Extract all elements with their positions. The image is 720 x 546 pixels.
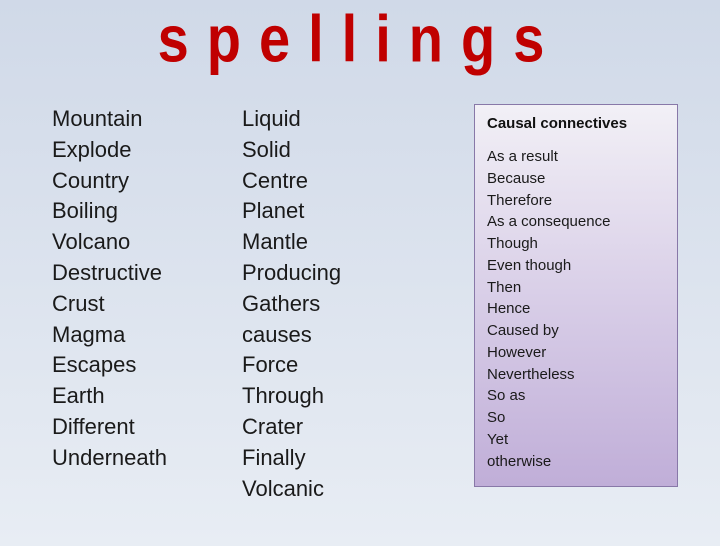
spelling-word: Finally [242, 443, 422, 474]
spelling-word: Explode [52, 135, 242, 166]
connective-item: Though [487, 233, 665, 255]
spelling-word: Crust [52, 289, 242, 320]
spelling-word: Liquid [242, 104, 422, 135]
spelling-word: Earth [52, 381, 242, 412]
spelling-word: Force [242, 350, 422, 381]
spelling-word: Crater [242, 412, 422, 443]
spelling-word: Volcano [52, 227, 242, 258]
spelling-word: Boiling [52, 196, 242, 227]
connective-item: Hence [487, 298, 665, 320]
connectives-heading: Causal connectives [487, 115, 665, 132]
connective-item: Caused by [487, 320, 665, 342]
content-area: MountainExplodeCountryBoilingVolcanoDest… [0, 104, 720, 504]
connective-item: Nevertheless [487, 364, 665, 386]
spelling-word: Underneath [52, 443, 242, 474]
spelling-word: Gathers [242, 289, 422, 320]
spelling-word: Planet [242, 196, 422, 227]
connective-item: So [487, 407, 665, 429]
connective-item: However [487, 342, 665, 364]
spelling-word: Different [52, 412, 242, 443]
spelling-word: Mantle [242, 227, 422, 258]
spelling-word: Producing [242, 258, 422, 289]
connective-item: So as [487, 385, 665, 407]
spelling-word: Country [52, 166, 242, 197]
connective-item: Then [487, 277, 665, 299]
spelling-word: Volcanic [242, 474, 422, 505]
spelling-column-2: LiquidSolidCentrePlanetMantleProducingGa… [242, 104, 422, 504]
spelling-word: Escapes [52, 350, 242, 381]
spelling-word: Through [242, 381, 422, 412]
connective-item: As a result [487, 146, 665, 168]
connectives-box: Causal connectives As a resultBecauseThe… [474, 104, 678, 487]
spelling-column-1: MountainExplodeCountryBoilingVolcanoDest… [52, 104, 242, 504]
page-title: spellings [0, 6, 720, 72]
connective-item: Yet [487, 429, 665, 451]
connective-item: Therefore [487, 190, 665, 212]
connective-item: Even though [487, 255, 665, 277]
spelling-word: Solid [242, 135, 422, 166]
spelling-word: Magma [52, 320, 242, 351]
connective-item: As a consequence [487, 211, 665, 233]
spelling-word: causes [242, 320, 422, 351]
connective-item: Because [487, 168, 665, 190]
connective-item: otherwise [487, 451, 665, 473]
connectives-list: As a resultBecauseThereforeAs a conseque… [487, 146, 665, 472]
spelling-word: Mountain [52, 104, 242, 135]
spelling-word: Destructive [52, 258, 242, 289]
spelling-word: Centre [242, 166, 422, 197]
